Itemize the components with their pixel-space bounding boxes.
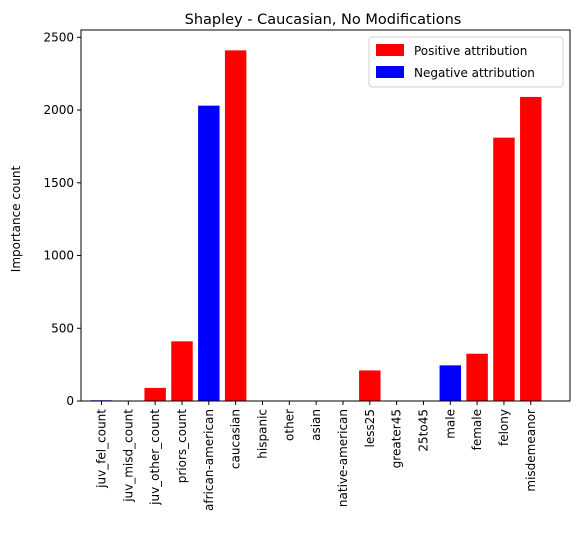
x-tick-label: juv_other_count xyxy=(148,409,162,506)
y-axis: 0 500 1000 1500 2000 2500 xyxy=(43,30,81,408)
x-tick-label: asian xyxy=(309,409,323,441)
x-tick-label: misdemeanor xyxy=(524,409,538,492)
bar-male xyxy=(439,365,462,401)
x-tick-label: native-american xyxy=(336,409,350,507)
bar-felony xyxy=(493,137,515,401)
x-tick-label: hispanic xyxy=(255,409,269,459)
x-tick-label: juv_misd_count xyxy=(121,409,135,503)
bar-misdemeanor xyxy=(520,96,542,402)
x-tick-label: caucasian xyxy=(229,409,243,469)
x-axis: juv_fel_count juv_misd_count juv_other_cou… xyxy=(95,401,538,511)
legend-label: Negative attribution xyxy=(414,66,535,80)
x-tick-label: greater45 xyxy=(390,409,404,468)
y-tick-label: 0 xyxy=(66,394,74,408)
x-tick-label: male xyxy=(443,409,457,439)
x-tick-label: less25 xyxy=(363,409,377,448)
bars xyxy=(90,50,542,402)
bar-female xyxy=(466,353,488,401)
y-tick-label: 2000 xyxy=(43,103,74,117)
legend-box xyxy=(368,36,564,88)
chart-title: Shapley - Caucasian, No Modifications xyxy=(185,12,462,28)
bar-less25 xyxy=(359,370,381,401)
legend-swatch xyxy=(376,66,404,78)
bar-priors_count xyxy=(171,341,193,401)
y-tick-label: 1500 xyxy=(43,176,74,190)
plot-frame xyxy=(80,29,571,402)
x-tick-label: african-american xyxy=(202,409,216,511)
y-axis-label: Importance count xyxy=(9,165,23,272)
x-tick-label: juv_fel_count xyxy=(95,409,109,489)
x-tick-label: priors_count xyxy=(175,409,189,484)
legend-swatch xyxy=(376,44,404,56)
bar-african-american xyxy=(198,105,220,402)
y-tick-label: 2500 xyxy=(43,30,74,44)
bar-juv_other_count xyxy=(144,387,166,401)
x-tick-label: felony xyxy=(497,409,511,446)
legend-label: Positive attribution xyxy=(414,44,527,58)
x-tick-label: other xyxy=(282,409,296,441)
x-tick-label: 25to45 xyxy=(416,409,430,452)
bar-caucasian xyxy=(224,50,247,402)
y-tick-label: 1000 xyxy=(43,249,74,263)
legend: Positive attribution Negative attribution xyxy=(368,36,564,88)
y-tick-label: 500 xyxy=(51,321,74,335)
x-tick-label: female xyxy=(470,409,484,450)
